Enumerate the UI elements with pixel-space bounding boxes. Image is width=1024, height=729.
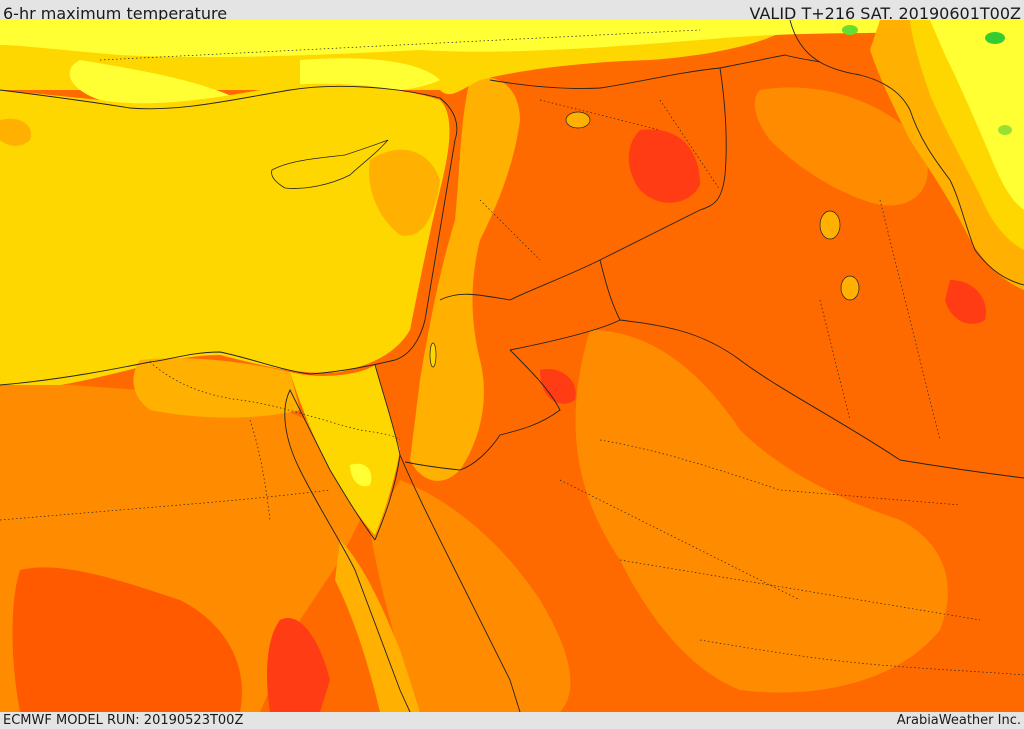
temp-zone-sinai-yellow xyxy=(290,365,400,535)
temp-zone-arabia-orange xyxy=(575,330,948,693)
temp-zone-turkey-ly-patch2 xyxy=(300,58,440,92)
temp-zone-iran-lightyellow xyxy=(930,20,1024,210)
lake-tharthar xyxy=(819,210,841,240)
map-title: 6-hr maximum temperature xyxy=(3,4,228,23)
temp-zone-med-gold2 xyxy=(0,118,31,146)
temp-zone-iraq-orange xyxy=(754,87,928,206)
temp-zone-redsea-gold xyxy=(335,540,420,712)
temp-zone-red-sw xyxy=(12,567,242,712)
mediterranean-sea xyxy=(0,83,450,385)
temp-zone-sinai-lightyellow xyxy=(350,463,372,487)
temperature-map[interactable] xyxy=(0,20,1024,712)
admin-boundaries xyxy=(0,29,1024,676)
lake-habbaniyah xyxy=(840,275,860,301)
temp-zone-red-syria xyxy=(628,129,700,203)
footer-bar: ECMWF MODEL RUN: 20190523T00Z ArabiaWeat… xyxy=(0,712,1024,729)
header-bar: 6-hr maximum temperature VALID T+216 SAT… xyxy=(0,0,1024,23)
temp-zone-turkey-ly-patch xyxy=(69,60,240,110)
temp-zone-iran-green2 xyxy=(842,25,858,35)
valid-time: VALID T+216 SAT. 20190601T00Z xyxy=(749,4,1021,23)
temp-zone-redsea-orange xyxy=(370,480,571,712)
temp-zone-iran-green3 xyxy=(998,125,1012,135)
dead-sea xyxy=(429,342,437,368)
coastlines xyxy=(0,20,1024,712)
temp-zone-turkey-lightyellow xyxy=(0,20,1024,58)
temp-zone-red-iraq xyxy=(945,280,986,324)
model-run: ECMWF MODEL RUN: 20190523T00Z xyxy=(3,713,244,728)
temp-zone-levant-gold xyxy=(410,77,520,481)
lake-assad xyxy=(565,111,591,129)
temp-zone-delta-gold xyxy=(133,358,300,418)
temp-zone-med-gold xyxy=(369,149,440,236)
credit-text: ArabiaWeather Inc. xyxy=(896,713,1021,728)
temp-zone-iran-green xyxy=(985,32,1005,44)
country-borders xyxy=(404,54,1024,479)
temp-zone-red-jordan xyxy=(540,369,576,404)
cyprus-island xyxy=(271,139,389,189)
temp-zone-red-sw2 xyxy=(267,618,330,712)
